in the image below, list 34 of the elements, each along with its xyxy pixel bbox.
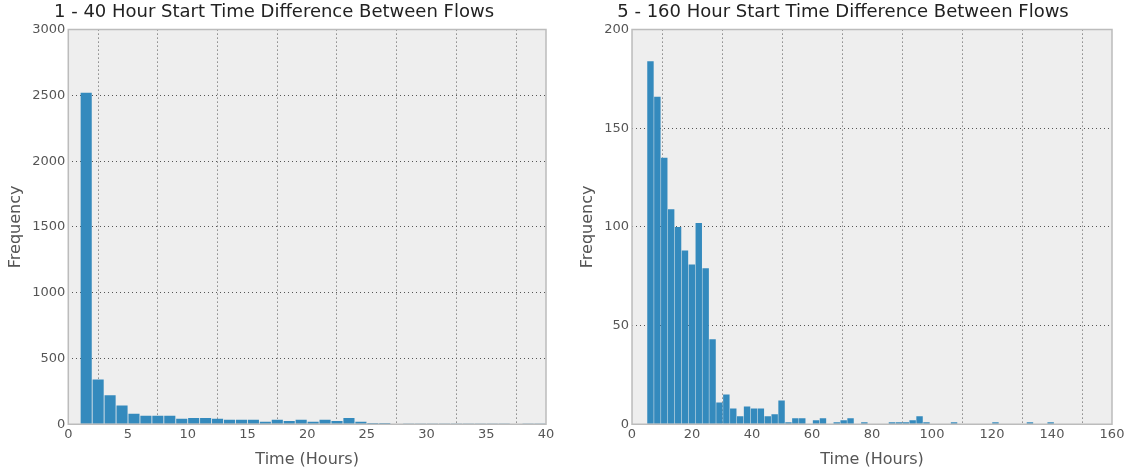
- y-tick-label: 1500: [32, 218, 66, 234]
- x-tick-label: 15: [239, 426, 256, 442]
- x-tick-label: 80: [863, 426, 881, 442]
- y-tick-label: 0: [620, 415, 630, 431]
- x-tick-label: 100: [919, 426, 945, 442]
- x-tick-label: 40: [537, 426, 555, 442]
- x-axis-title: Time (Hours): [254, 448, 359, 468]
- x-tick-label: 10: [179, 426, 196, 442]
- y-tick-label: 50: [612, 316, 630, 332]
- y-axis-title: Frequency: [4, 185, 24, 269]
- x-tick-label: 60: [803, 426, 821, 442]
- chart-title: 5 - 160 Hour Start Time Difference Between Flows: [617, 0, 1069, 22]
- y-tick-label: 2500: [32, 86, 66, 102]
- x-tick-label: 140: [1039, 426, 1065, 442]
- y-tick-label: 200: [604, 20, 630, 36]
- y-tick-label: 100: [604, 218, 630, 234]
- x-tick-label: 40: [743, 426, 761, 442]
- chart-title: 1 - 40 Hour Start Time Difference Between Flows: [53, 0, 495, 22]
- y-tick-label: 0: [57, 415, 66, 431]
- x-tick-label: 5: [123, 426, 133, 442]
- y-tick-label: 2000: [32, 152, 66, 168]
- y-axis-title: Frequency: [576, 185, 596, 269]
- x-tick-label: 30: [418, 426, 435, 442]
- x-tick-label: 20: [683, 426, 701, 442]
- y-tick-label: 1000: [32, 284, 66, 300]
- x-tick-label: 120: [979, 426, 1005, 442]
- x-axis-title: Time (Hours): [819, 448, 924, 468]
- y-tick-label: 150: [604, 119, 630, 135]
- y-tick-label: 500: [40, 349, 66, 365]
- y-tick-label: 3000: [32, 20, 66, 36]
- x-tick-label: 35: [478, 426, 495, 442]
- x-tick-label: 25: [358, 426, 376, 442]
- x-tick-label: 20: [298, 426, 316, 442]
- x-tick-label: 160: [1099, 426, 1125, 442]
